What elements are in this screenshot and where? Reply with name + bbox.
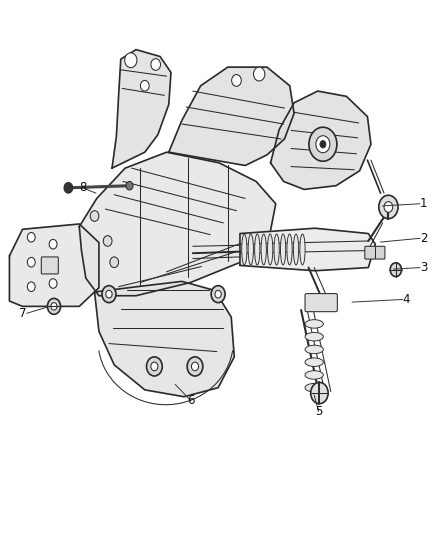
Circle shape <box>27 257 35 267</box>
Polygon shape <box>271 91 371 189</box>
Ellipse shape <box>242 234 247 265</box>
Circle shape <box>379 195 398 219</box>
Ellipse shape <box>274 234 279 265</box>
Text: 3: 3 <box>420 261 427 274</box>
Circle shape <box>141 80 149 91</box>
Circle shape <box>311 382 328 403</box>
Circle shape <box>27 232 35 242</box>
Circle shape <box>106 290 112 298</box>
Text: 5: 5 <box>315 405 322 417</box>
Circle shape <box>125 53 137 68</box>
Circle shape <box>215 290 221 298</box>
Ellipse shape <box>268 234 273 265</box>
Circle shape <box>187 357 203 376</box>
Ellipse shape <box>248 234 254 265</box>
Circle shape <box>51 303 57 310</box>
Ellipse shape <box>254 234 260 265</box>
FancyBboxPatch shape <box>41 257 58 274</box>
Polygon shape <box>95 281 234 397</box>
Circle shape <box>126 181 133 190</box>
Text: 2: 2 <box>420 232 427 245</box>
Polygon shape <box>240 228 375 271</box>
Circle shape <box>49 279 57 288</box>
Circle shape <box>232 75 241 86</box>
Ellipse shape <box>300 234 305 265</box>
Circle shape <box>390 263 402 277</box>
Circle shape <box>254 67 265 81</box>
Circle shape <box>316 136 330 153</box>
Ellipse shape <box>261 234 266 265</box>
Circle shape <box>47 298 60 314</box>
Text: 6: 6 <box>187 394 194 407</box>
Ellipse shape <box>293 234 299 265</box>
Text: 8: 8 <box>79 181 86 195</box>
Circle shape <box>49 239 57 249</box>
Circle shape <box>110 257 119 268</box>
Text: 7: 7 <box>19 307 27 320</box>
Polygon shape <box>10 224 99 306</box>
Circle shape <box>151 59 160 70</box>
Ellipse shape <box>305 320 323 328</box>
Polygon shape <box>79 152 276 296</box>
FancyBboxPatch shape <box>305 294 337 312</box>
Circle shape <box>103 236 112 246</box>
Circle shape <box>90 211 99 221</box>
Circle shape <box>191 362 198 371</box>
Ellipse shape <box>305 370 323 379</box>
Ellipse shape <box>280 234 286 265</box>
Polygon shape <box>112 50 171 168</box>
Circle shape <box>64 182 73 193</box>
Text: 4: 4 <box>403 293 410 306</box>
Circle shape <box>211 286 225 303</box>
Polygon shape <box>169 67 294 165</box>
Ellipse shape <box>287 234 292 265</box>
Circle shape <box>320 141 326 148</box>
Circle shape <box>102 286 116 303</box>
Circle shape <box>151 362 158 371</box>
Circle shape <box>309 127 337 161</box>
Ellipse shape <box>305 383 323 392</box>
Ellipse shape <box>305 333 323 341</box>
Text: 1: 1 <box>420 197 427 211</box>
Ellipse shape <box>305 358 323 367</box>
Circle shape <box>147 357 162 376</box>
FancyBboxPatch shape <box>365 246 385 259</box>
Ellipse shape <box>305 345 323 354</box>
Circle shape <box>27 282 35 292</box>
Circle shape <box>384 201 393 212</box>
